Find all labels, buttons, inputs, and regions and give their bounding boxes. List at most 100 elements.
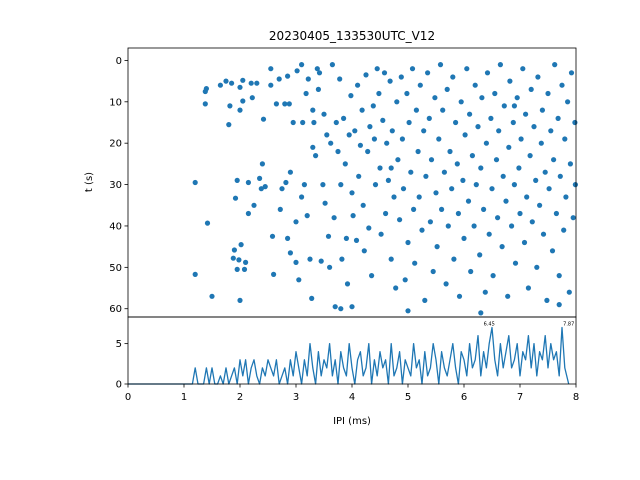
scatter-point — [388, 165, 394, 171]
scatter-point — [309, 295, 315, 301]
scatter-point — [469, 153, 475, 159]
scatter-point — [346, 132, 352, 138]
scatter-point — [486, 231, 492, 237]
scatter-point — [371, 136, 377, 142]
scatter-point — [277, 206, 283, 212]
scatter-point — [488, 115, 494, 121]
scatter-point — [528, 86, 534, 92]
scatter-point — [223, 78, 229, 84]
scatter-point — [394, 99, 400, 105]
scatter-point — [565, 99, 571, 105]
scatter-point — [217, 82, 223, 88]
chart-title: 20230405_133530UTC_V12 — [269, 29, 435, 43]
scatter-point — [343, 235, 349, 241]
x-tick-label: 0 — [125, 392, 131, 403]
scatter-point — [516, 165, 522, 171]
scatter-point — [329, 62, 335, 68]
scatter-point — [525, 285, 532, 291]
x-tick-label: 7 — [517, 392, 523, 403]
scatter-point — [453, 119, 459, 126]
scatter-point — [232, 195, 239, 201]
scatter-point — [359, 107, 365, 113]
scatter-point — [209, 293, 215, 299]
scatter-point — [324, 132, 330, 138]
scatter-point — [436, 136, 442, 142]
scatter-point — [367, 124, 373, 130]
scatter-point — [310, 144, 316, 150]
scatter-point — [483, 140, 489, 146]
scatter-point — [415, 148, 421, 155]
scatter-point — [450, 74, 456, 80]
scatter-point — [419, 227, 425, 233]
y-tick-label: 0 — [116, 56, 122, 67]
scatter-point — [551, 157, 557, 163]
scatter-point — [497, 62, 503, 68]
scatter-point — [352, 128, 358, 134]
scatter-point — [341, 115, 347, 121]
scatter-point — [490, 273, 496, 279]
scatter-point — [318, 258, 324, 264]
scatter-point — [426, 115, 432, 121]
scatter-point — [203, 86, 209, 92]
scatter-point — [377, 165, 383, 171]
scatter-point — [437, 62, 444, 68]
scatter-point — [496, 128, 502, 134]
scatter-point — [243, 259, 249, 265]
scatter-point — [385, 177, 391, 183]
scatter-point — [311, 119, 317, 126]
scatter-point — [192, 179, 198, 186]
scatter-point — [546, 186, 552, 192]
scatter-point — [226, 122, 232, 128]
scatter-point — [245, 179, 251, 186]
scatter-point — [572, 119, 578, 126]
scatter-point — [461, 235, 467, 241]
scatter-point — [335, 148, 341, 155]
scatter-panel: 0 10 20 30 40 50 60 t (s) — [84, 47, 579, 318]
scatter-point — [363, 72, 369, 78]
scatter-point — [404, 90, 410, 97]
scatter-point — [423, 173, 429, 179]
scatter-point — [561, 227, 567, 233]
scatter-point — [366, 225, 372, 231]
x-tick-label: 1 — [181, 392, 187, 403]
histogram-x-axis-label: IPI (ms) — [333, 416, 371, 427]
scatter-point — [398, 74, 404, 80]
scatter-point — [285, 235, 291, 241]
y-tick-label: 60 — [109, 304, 122, 315]
histogram-line — [128, 326, 570, 385]
scatter-point — [481, 206, 487, 212]
scatter-point — [202, 101, 208, 107]
scatter-point — [344, 281, 351, 287]
scatter-point — [350, 213, 356, 219]
scatter-point — [517, 210, 523, 217]
scatter-point — [439, 206, 445, 212]
scatter-point — [251, 202, 257, 208]
scatter-point — [257, 175, 263, 181]
scatter-point — [511, 103, 517, 109]
histogram-y-ticks: 05 — [116, 339, 128, 391]
scatter-point — [482, 289, 488, 295]
y-tick-label: 30 — [109, 180, 122, 191]
scatter-point — [245, 210, 251, 217]
scatter-point — [406, 119, 412, 126]
scatter-point — [529, 219, 535, 225]
scatter-point — [507, 78, 513, 84]
y-tick-label: 20 — [109, 139, 122, 150]
scatter-point — [391, 194, 397, 200]
scatter-point — [229, 80, 235, 86]
scatter-point — [378, 231, 384, 237]
scatter-point — [521, 239, 528, 246]
scatter-point — [444, 86, 450, 92]
scatter-point — [300, 119, 306, 126]
scatter-point — [237, 84, 243, 90]
scatter-point — [315, 86, 321, 92]
scatter-point — [388, 256, 394, 262]
scatter-point — [268, 66, 274, 72]
scatter-point — [338, 306, 344, 312]
scatter-point — [568, 70, 575, 76]
scatter-point — [548, 128, 554, 134]
scatter-point — [237, 107, 243, 113]
y-tick-label: 0 — [116, 380, 122, 391]
scatter-point — [511, 182, 517, 188]
